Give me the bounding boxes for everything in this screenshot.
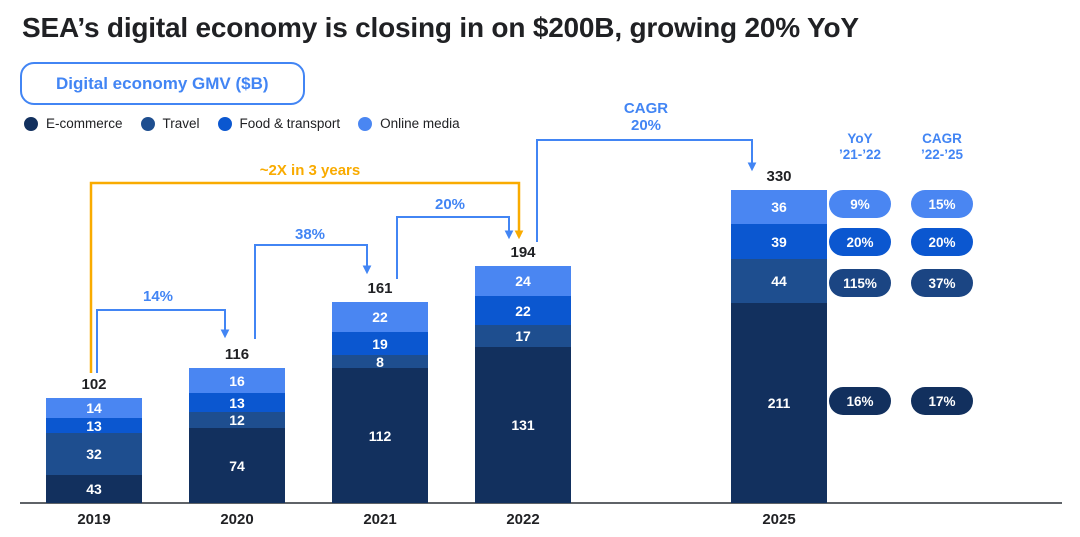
segment-travel: 44 xyxy=(731,259,827,303)
arrow-cagr-20 xyxy=(536,139,757,242)
yoy-pill-travel: 115% xyxy=(829,269,891,297)
segment-online-media: 14 xyxy=(46,398,142,418)
legend-label: Online media xyxy=(380,116,460,131)
annotation-label-2x-in-3-years: ~2X in 3 years xyxy=(259,162,361,179)
total-label-2019: 102 xyxy=(81,376,107,393)
x-tick-2022: 2022 xyxy=(506,511,540,528)
legend-label: Travel xyxy=(162,116,200,131)
segment-value: 74 xyxy=(229,457,245,474)
total-label-2025: 330 xyxy=(766,168,792,185)
segment-value: 13 xyxy=(86,417,102,434)
x-tick-2020: 2020 xyxy=(220,511,254,528)
segment-travel: 12 xyxy=(189,412,285,428)
segment-value: 112 xyxy=(368,427,392,444)
cagr-pill-travel: 37% xyxy=(911,269,973,297)
bar-2021: 22 19 8 112 xyxy=(332,302,428,503)
segment-food-transport: 19 xyxy=(332,332,428,355)
segment-value: 22 xyxy=(372,309,388,325)
segment-value: 12 xyxy=(229,412,245,428)
total-label-2022: 194 xyxy=(510,244,536,261)
bar-2020: 16 13 12 74 xyxy=(189,368,285,503)
segment-food-transport: 22 xyxy=(475,296,571,325)
arrow-growth-14 xyxy=(96,309,230,373)
legend-label: Food & transport xyxy=(239,116,341,131)
segment-value: 22 xyxy=(515,302,531,319)
segment-food-transport: 39 xyxy=(731,224,827,259)
metric-chip: Digital economy GMV ($B) xyxy=(20,62,305,105)
segment-food-transport: 13 xyxy=(46,418,142,433)
annotation-label-growth-20: 20% xyxy=(434,196,466,213)
segment-value: 43 xyxy=(86,481,102,497)
legend-item-online-media: Online media xyxy=(358,116,460,131)
cagr-pill-food-transport: 20% xyxy=(911,228,973,256)
segment-online-media: 22 xyxy=(332,302,428,332)
bar-2022: 24 22 17 131 xyxy=(475,266,571,503)
total-label-2021: 161 xyxy=(367,280,393,297)
segment-value: 211 xyxy=(767,395,791,411)
segment-e-commerce: 112 xyxy=(332,368,428,503)
segment-value: 8 xyxy=(376,353,384,370)
annotation-label-growth-38: 38% xyxy=(294,226,326,243)
segment-value: 39 xyxy=(771,233,787,250)
legend-item-e-commerce: E-commerce xyxy=(24,116,123,131)
segment-e-commerce: 43 xyxy=(46,475,142,503)
panel-header-yoy: YoY ’21-’22 xyxy=(838,131,882,162)
segment-online-media: 36 xyxy=(731,190,827,224)
segment-online-media: 16 xyxy=(189,368,285,393)
segment-travel: 8 xyxy=(332,353,428,370)
segment-value: 16 xyxy=(229,372,245,389)
legend: E-commerce Travel Food & transport Online m… xyxy=(24,116,460,131)
segment-value: 32 xyxy=(86,446,102,462)
yoy-pill-e-commerce: 16% xyxy=(829,387,891,415)
segment-value: 44 xyxy=(771,273,787,289)
segment-value: 19 xyxy=(372,335,388,352)
segment-value: 24 xyxy=(515,273,531,289)
segment-food-transport: 13 xyxy=(189,393,285,412)
segment-e-commerce: 131 xyxy=(475,347,571,503)
legend-item-travel: Travel xyxy=(140,116,200,131)
segment-e-commerce: 74 xyxy=(189,428,285,503)
segment-e-commerce: 211 xyxy=(731,303,827,503)
page-title: SEA’s digital economy is closing in on $… xyxy=(22,12,859,43)
legend-dot-travel xyxy=(140,116,155,131)
bar-2019: 14 13 32 43 xyxy=(46,398,142,503)
x-axis-line xyxy=(20,502,1062,504)
cagr-pill-e-commerce: 17% xyxy=(911,387,973,415)
segment-value: 131 xyxy=(511,417,535,433)
x-tick-2019: 2019 xyxy=(77,511,111,528)
metric-chip-label: Digital economy GMV ($B) xyxy=(56,73,269,93)
segment-online-media: 24 xyxy=(475,266,571,296)
x-tick-2021: 2021 xyxy=(363,511,397,528)
bar-2025: 36 39 44 211 xyxy=(731,190,827,503)
x-tick-2025: 2025 xyxy=(762,511,796,528)
segment-value: 36 xyxy=(771,199,787,215)
annotation-label-growth-14: 14% xyxy=(142,288,174,305)
segment-value: 17 xyxy=(515,328,531,344)
segment-value: 13 xyxy=(229,394,245,411)
legend-item-food-transport: Food & transport xyxy=(217,116,341,131)
panel-header-cagr: CAGR ’22-’25 xyxy=(920,131,964,162)
legend-dot-e-commerce xyxy=(24,116,38,131)
segment-value: 14 xyxy=(86,400,102,416)
legend-label: E-commerce xyxy=(46,116,123,131)
yoy-pill-food-transport: 20% xyxy=(829,228,891,256)
segment-travel: 32 xyxy=(46,433,142,475)
legend-dot-online-media xyxy=(358,116,373,131)
annotation-label-cagr-20: CAGR 20% xyxy=(623,100,669,134)
segment-travel: 17 xyxy=(475,325,571,347)
cagr-pill-online-media: 15% xyxy=(911,190,973,218)
yoy-pill-online-media: 9% xyxy=(829,190,891,218)
legend-dot-food-transport xyxy=(217,116,232,131)
total-label-2020: 116 xyxy=(224,346,250,363)
